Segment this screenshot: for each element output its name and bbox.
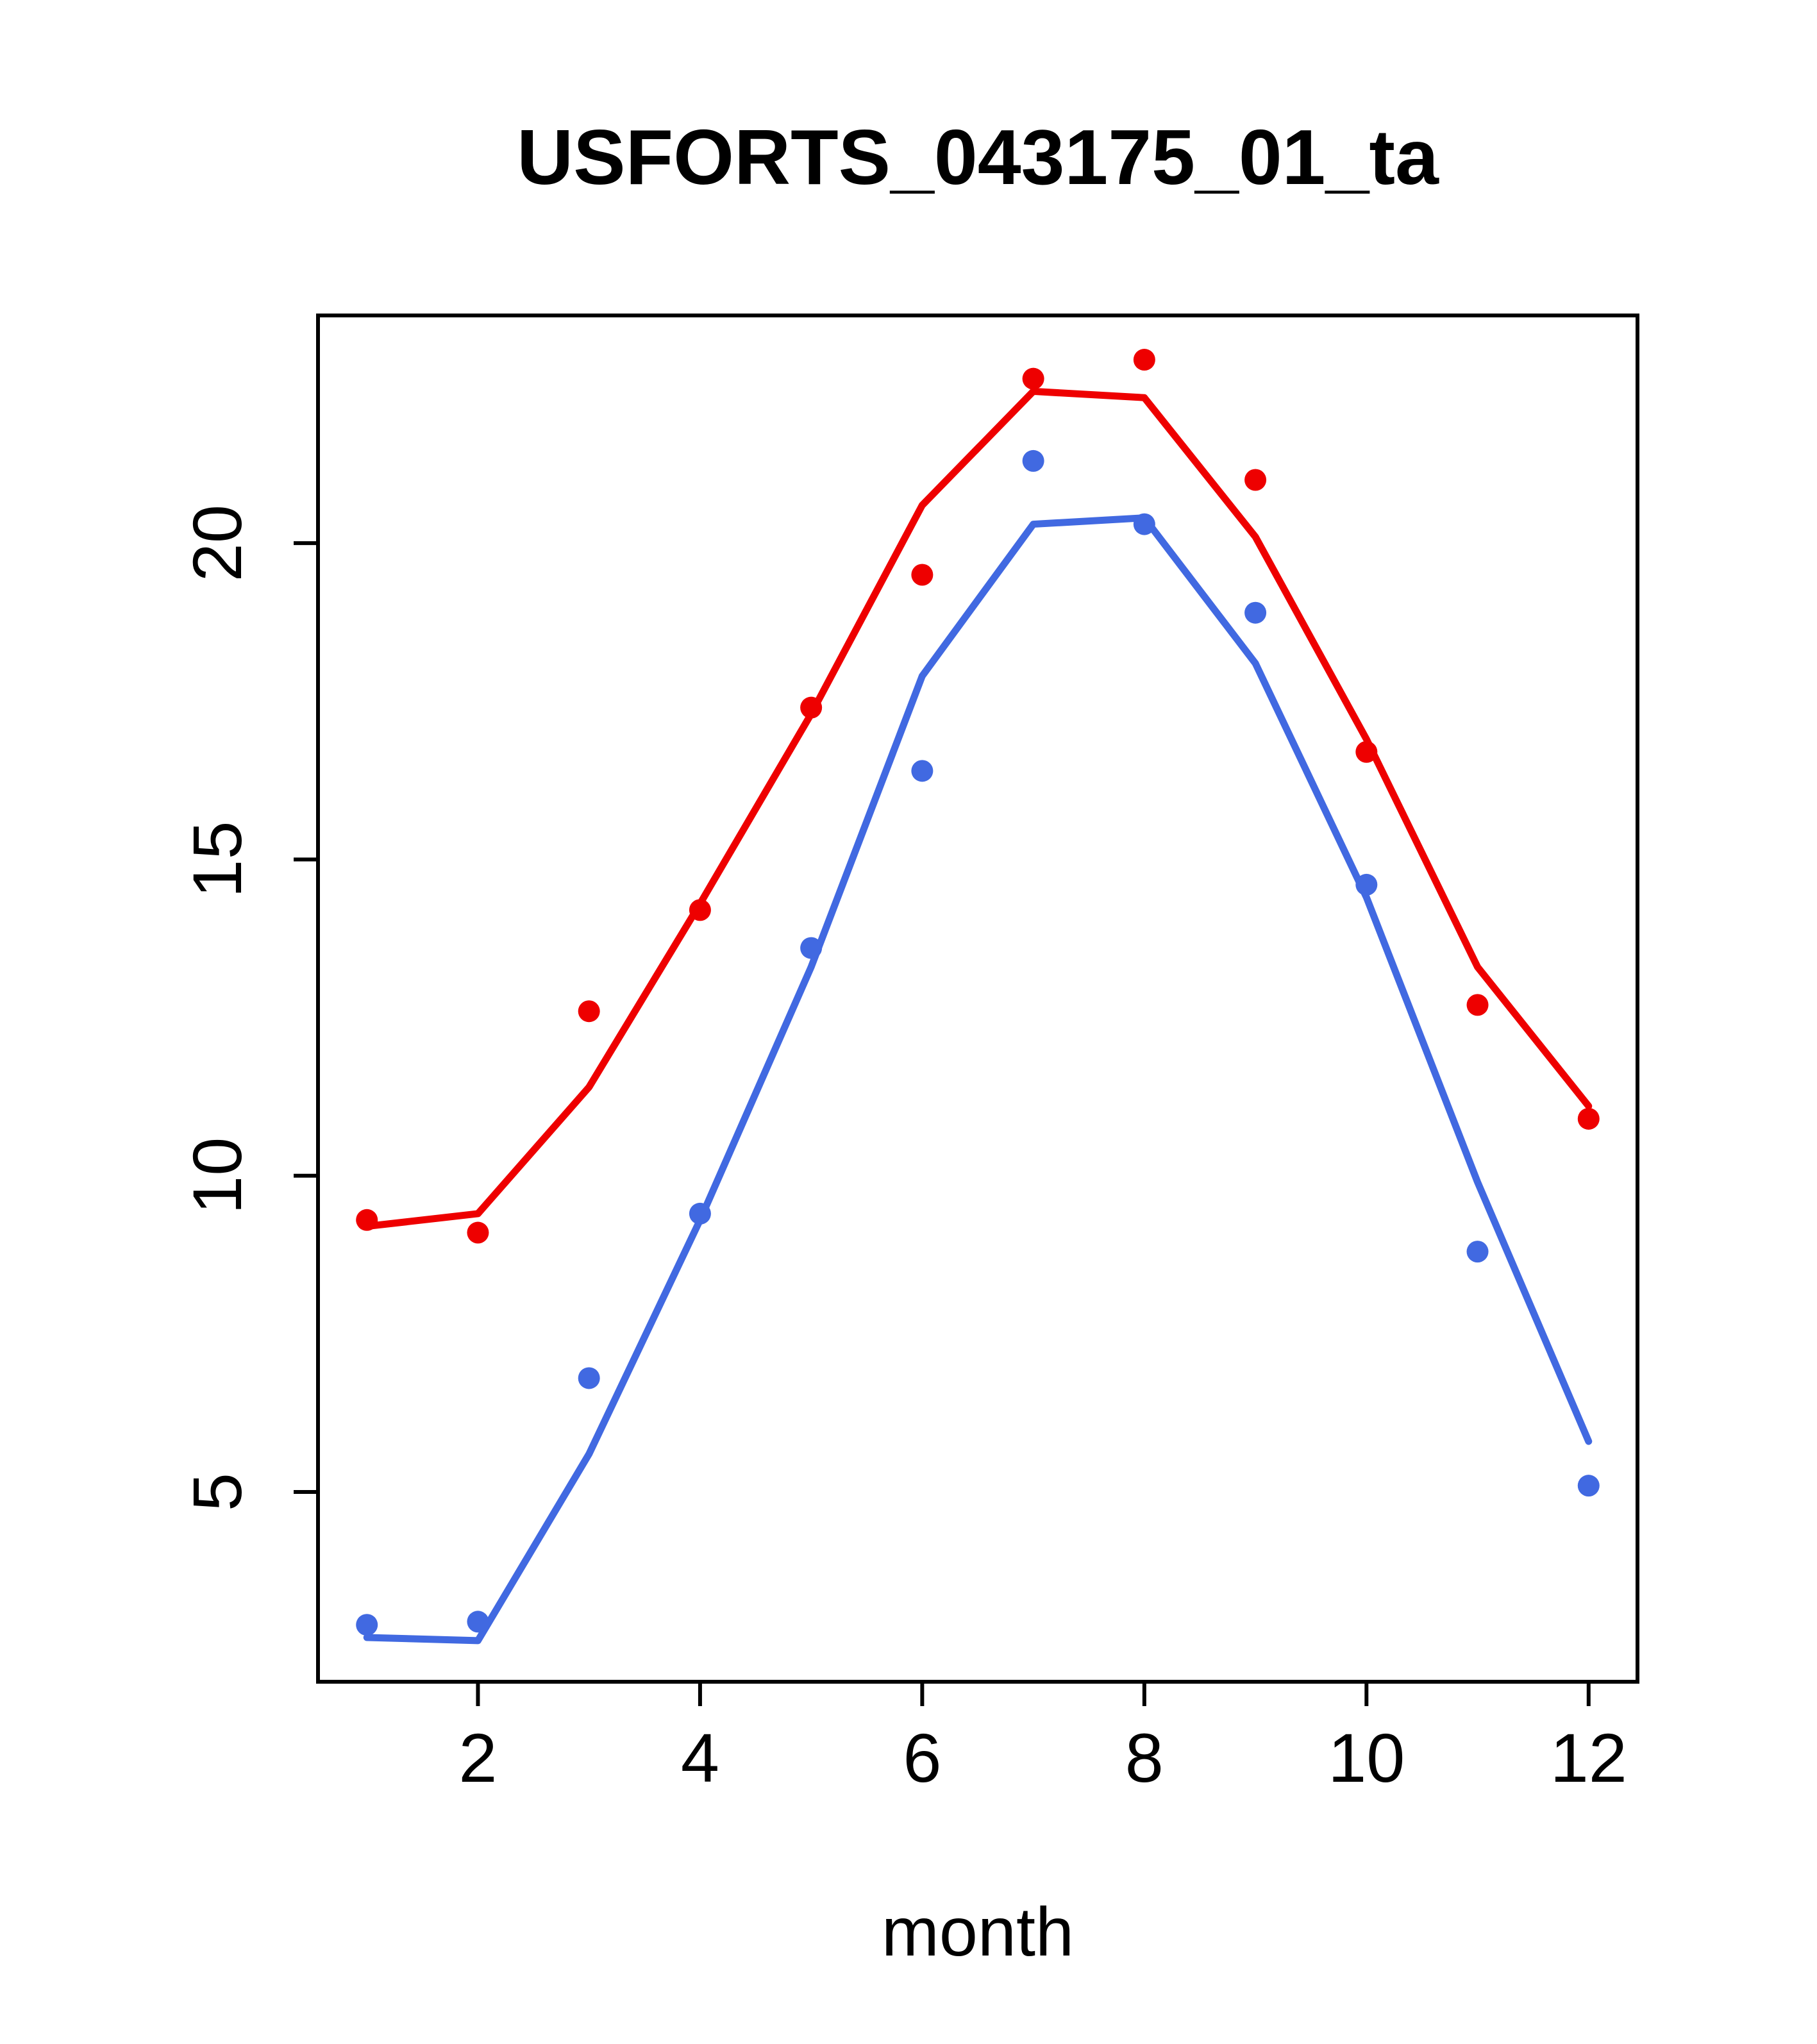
blue-series-point <box>800 937 823 959</box>
y-tick-label: 5 <box>178 1473 256 1511</box>
x-tick-label: 12 <box>1550 1719 1627 1797</box>
red-series-point <box>1466 994 1489 1016</box>
blue-series-point <box>1244 601 1267 624</box>
y-tick-label: 15 <box>178 821 256 898</box>
red-series-point <box>1244 469 1267 491</box>
red-series-point <box>911 564 934 586</box>
red-series-point <box>356 1209 378 1231</box>
blue-series-point <box>689 1202 711 1225</box>
x-tick-label: 10 <box>1328 1719 1405 1797</box>
blue-series-point <box>1133 513 1155 535</box>
blue-series-point <box>1466 1241 1489 1263</box>
x-tick-label: 8 <box>1125 1719 1164 1797</box>
blue-series-point <box>1355 873 1378 896</box>
red-series-point <box>1577 1107 1600 1130</box>
red-series-point <box>1133 349 1155 371</box>
y-tick-label: 20 <box>178 505 256 582</box>
y-tick-label: 10 <box>178 1137 256 1214</box>
blue-series-point <box>578 1367 600 1389</box>
red-series-point <box>467 1221 489 1244</box>
blue-series-point <box>1577 1475 1600 1497</box>
plot-box <box>316 314 1639 1684</box>
x-tick-label: 4 <box>681 1719 719 1797</box>
x-tick-label: 6 <box>903 1719 941 1797</box>
blue-series-point <box>1022 449 1044 472</box>
chart-title: USFORTS_043175_01_ta <box>517 113 1439 201</box>
x-tick-label: 2 <box>458 1719 497 1797</box>
blue-series-point <box>911 760 934 782</box>
red-series-point <box>689 899 711 921</box>
red-series-point <box>578 1000 600 1023</box>
red-series-point <box>1022 367 1044 390</box>
blue-series-point <box>467 1611 489 1633</box>
blue-series-point <box>356 1614 378 1636</box>
x-axis-title: month <box>881 1893 1075 1970</box>
red-series-point <box>800 696 823 719</box>
red-series-line <box>363 387 1593 1230</box>
red-series-point <box>1355 741 1378 763</box>
blue-series-line <box>363 514 1593 1645</box>
